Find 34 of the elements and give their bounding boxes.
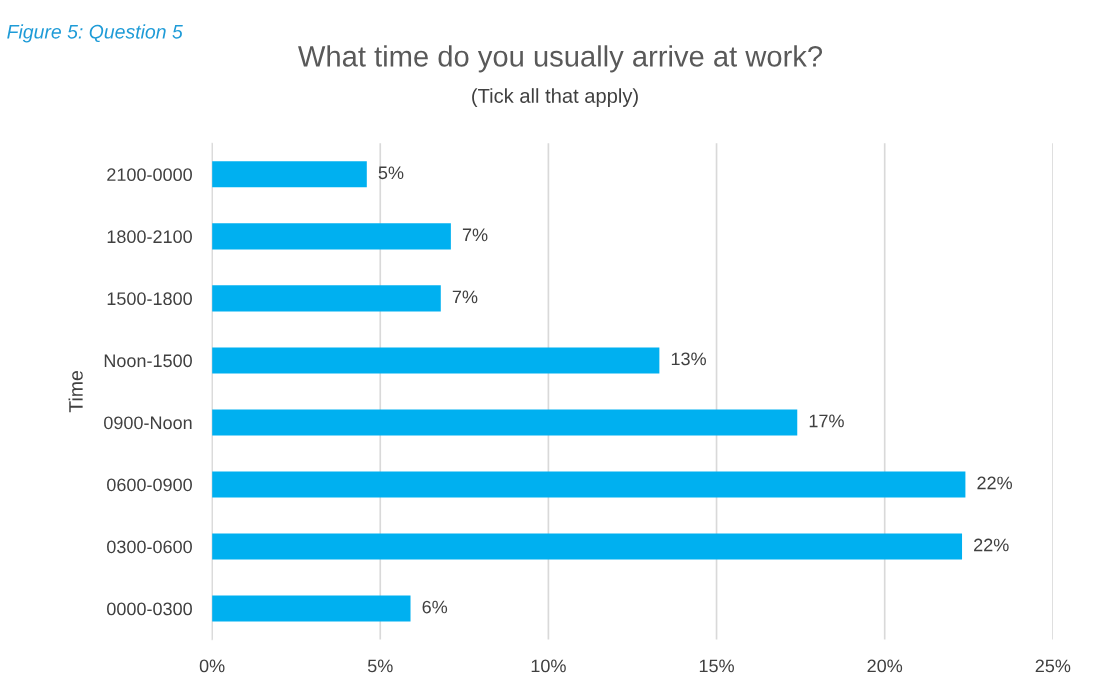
- bar: [212, 285, 441, 312]
- data-label: 13%: [671, 352, 706, 366]
- x-tick-label: 25%: [1035, 659, 1071, 673]
- y-axis-title: Time: [68, 371, 83, 413]
- data-label: 6%: [422, 600, 448, 614]
- data-label: 7%: [452, 290, 478, 304]
- data-label: 17%: [809, 414, 844, 428]
- chart-subtitle: (Tick all that apply): [472, 88, 638, 107]
- data-label: 5%: [378, 166, 404, 180]
- y-tick-label: 0000-0300: [107, 602, 192, 616]
- y-tick-label: 0600-0900: [107, 478, 192, 492]
- chart-title: What time do you usually arrive at work?: [298, 45, 823, 73]
- y-tick-label: 1800-2100: [107, 230, 192, 244]
- x-tick-label: 0%: [199, 659, 225, 673]
- x-tick-label: 15%: [699, 659, 734, 673]
- bar: [212, 409, 798, 436]
- y-tick-label: 1500-1800: [107, 292, 192, 306]
- y-tick-label: 0300-0600: [107, 540, 192, 554]
- bar: [212, 347, 660, 374]
- caption: Figure 5: Question 5: [7, 24, 183, 43]
- bar: [212, 533, 963, 560]
- x-tick-label: 20%: [867, 659, 903, 673]
- bar: [212, 471, 966, 498]
- y-tick-label: 2100-0000: [107, 168, 192, 182]
- bar: [212, 161, 367, 188]
- y-tick-label: Noon-1500: [104, 354, 192, 368]
- data-label: 22%: [974, 538, 1009, 552]
- bar: [212, 223, 451, 250]
- x-tick-label: 10%: [531, 659, 566, 673]
- data-label: 22%: [977, 476, 1013, 490]
- data-label: 7%: [462, 228, 488, 242]
- bar: [212, 595, 411, 622]
- x-tick-label: 5%: [367, 659, 393, 673]
- y-tick-label: 0900-Noon: [104, 416, 192, 430]
